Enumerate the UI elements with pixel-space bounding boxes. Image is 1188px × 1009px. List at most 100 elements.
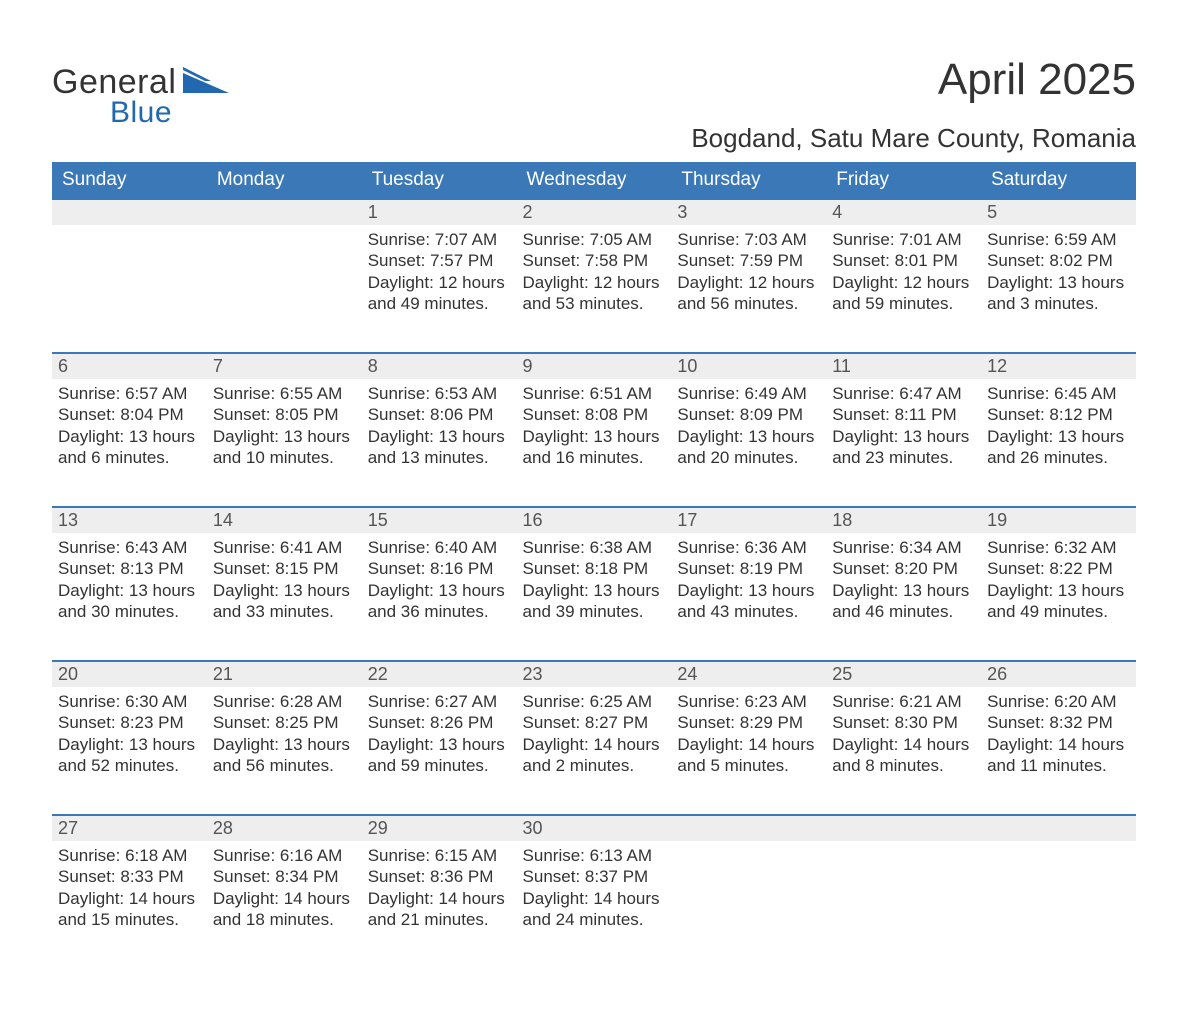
daylight-line-2: and 56 minutes. <box>213 755 356 776</box>
day-detail: Sunrise: 6:40 AMSunset: 8:16 PMDaylight:… <box>362 533 517 626</box>
day-detail: Sunrise: 6:23 AMSunset: 8:29 PMDaylight:… <box>671 687 826 780</box>
sunset-line: Sunset: 8:37 PM <box>523 866 666 887</box>
day-info-cell: Sunrise: 6:21 AMSunset: 8:30 PMDaylight:… <box>826 687 981 815</box>
day-number-cell: 25 <box>826 661 981 687</box>
daylight-line-1: Daylight: 13 hours <box>213 580 356 601</box>
day-number-cell: 22 <box>362 661 517 687</box>
day-detail: Sunrise: 6:25 AMSunset: 8:27 PMDaylight:… <box>517 687 672 780</box>
sunset-line: Sunset: 8:15 PM <box>213 558 356 579</box>
daylight-line-1: Daylight: 13 hours <box>58 734 201 755</box>
day-detail: Sunrise: 7:01 AMSunset: 8:01 PMDaylight:… <box>826 225 981 318</box>
sunset-line: Sunset: 8:33 PM <box>58 866 201 887</box>
sunset-line: Sunset: 8:36 PM <box>368 866 511 887</box>
sunset-line: Sunset: 8:09 PM <box>677 404 820 425</box>
day-detail: Sunrise: 6:30 AMSunset: 8:23 PMDaylight:… <box>52 687 207 780</box>
day-info-cell: Sunrise: 6:51 AMSunset: 8:08 PMDaylight:… <box>517 379 672 507</box>
daylight-line-1: Daylight: 14 hours <box>213 888 356 909</box>
day-info-cell: Sunrise: 7:05 AMSunset: 7:58 PMDaylight:… <box>517 225 672 353</box>
daylight-line-1: Daylight: 12 hours <box>368 272 511 293</box>
day-info-cell: Sunrise: 6:38 AMSunset: 8:18 PMDaylight:… <box>517 533 672 661</box>
day-detail: Sunrise: 6:49 AMSunset: 8:09 PMDaylight:… <box>671 379 826 472</box>
day-detail: Sunrise: 6:53 AMSunset: 8:06 PMDaylight:… <box>362 379 517 472</box>
daylight-line-2: and 52 minutes. <box>58 755 201 776</box>
sunrise-line: Sunrise: 7:01 AM <box>832 229 975 250</box>
day-detail: Sunrise: 6:18 AMSunset: 8:33 PMDaylight:… <box>52 841 207 934</box>
day-detail: Sunrise: 6:51 AMSunset: 8:08 PMDaylight:… <box>517 379 672 472</box>
day-info-row: Sunrise: 6:43 AMSunset: 8:13 PMDaylight:… <box>52 533 1136 661</box>
day-number-cell: 23 <box>517 661 672 687</box>
daylight-line-2: and 43 minutes. <box>677 601 820 622</box>
sunrise-line: Sunrise: 6:18 AM <box>58 845 201 866</box>
day-number-cell: 24 <box>671 661 826 687</box>
day-info-cell: Sunrise: 6:59 AMSunset: 8:02 PMDaylight:… <box>981 225 1136 353</box>
logo-flag-icon <box>183 67 229 98</box>
day-detail: Sunrise: 6:13 AMSunset: 8:37 PMDaylight:… <box>517 841 672 934</box>
daylight-line-1: Daylight: 13 hours <box>832 426 975 447</box>
sunset-line: Sunset: 8:13 PM <box>58 558 201 579</box>
daylight-line-1: Daylight: 13 hours <box>987 580 1130 601</box>
daylight-line-1: Daylight: 14 hours <box>677 734 820 755</box>
sunset-line: Sunset: 8:02 PM <box>987 250 1130 271</box>
location-subtitle: Bogdand, Satu Mare County, Romania <box>691 123 1136 154</box>
daylight-line-2: and 18 minutes. <box>213 909 356 930</box>
sunset-line: Sunset: 8:05 PM <box>213 404 356 425</box>
day-info-cell: Sunrise: 6:20 AMSunset: 8:32 PMDaylight:… <box>981 687 1136 815</box>
day-info-cell: Sunrise: 6:13 AMSunset: 8:37 PMDaylight:… <box>517 841 672 969</box>
day-number-cell: 28 <box>207 815 362 841</box>
day-number-cell: 4 <box>826 199 981 225</box>
sunrise-line: Sunrise: 6:30 AM <box>58 691 201 712</box>
daylight-line-2: and 20 minutes. <box>677 447 820 468</box>
sunrise-line: Sunrise: 6:20 AM <box>987 691 1130 712</box>
daylight-line-1: Daylight: 13 hours <box>832 580 975 601</box>
sunrise-line: Sunrise: 6:13 AM <box>523 845 666 866</box>
sunset-line: Sunset: 8:34 PM <box>213 866 356 887</box>
day-detail: Sunrise: 6:55 AMSunset: 8:05 PMDaylight:… <box>207 379 362 472</box>
day-detail: Sunrise: 6:59 AMSunset: 8:02 PMDaylight:… <box>981 225 1136 318</box>
day-info-cell: Sunrise: 7:01 AMSunset: 8:01 PMDaylight:… <box>826 225 981 353</box>
day-info-cell: Sunrise: 7:03 AMSunset: 7:59 PMDaylight:… <box>671 225 826 353</box>
day-number-cell: 14 <box>207 507 362 533</box>
day-number-cell: 17 <box>671 507 826 533</box>
daylight-line-2: and 2 minutes. <box>523 755 666 776</box>
weekday-header: Monday <box>207 162 362 199</box>
sunset-line: Sunset: 7:59 PM <box>677 250 820 271</box>
day-detail: Sunrise: 6:27 AMSunset: 8:26 PMDaylight:… <box>362 687 517 780</box>
day-info-cell: Sunrise: 6:55 AMSunset: 8:05 PMDaylight:… <box>207 379 362 507</box>
sunrise-line: Sunrise: 6:21 AM <box>832 691 975 712</box>
day-info-cell: Sunrise: 6:40 AMSunset: 8:16 PMDaylight:… <box>362 533 517 661</box>
sunrise-line: Sunrise: 6:25 AM <box>523 691 666 712</box>
daylight-line-2: and 21 minutes. <box>368 909 511 930</box>
sunrise-line: Sunrise: 6:27 AM <box>368 691 511 712</box>
sunrise-line: Sunrise: 6:15 AM <box>368 845 511 866</box>
daylight-line-1: Daylight: 13 hours <box>58 580 201 601</box>
day-detail: Sunrise: 6:21 AMSunset: 8:30 PMDaylight:… <box>826 687 981 780</box>
sunset-line: Sunset: 8:18 PM <box>523 558 666 579</box>
sunset-line: Sunset: 8:29 PM <box>677 712 820 733</box>
sunset-line: Sunset: 8:27 PM <box>523 712 666 733</box>
daylight-line-2: and 59 minutes. <box>368 755 511 776</box>
daylight-line-1: Daylight: 12 hours <box>677 272 820 293</box>
day-info-cell: Sunrise: 6:32 AMSunset: 8:22 PMDaylight:… <box>981 533 1136 661</box>
daylight-line-2: and 24 minutes. <box>523 909 666 930</box>
day-number-cell: 5 <box>981 199 1136 225</box>
daylight-line-1: Daylight: 13 hours <box>58 426 201 447</box>
sunset-line: Sunset: 8:22 PM <box>987 558 1130 579</box>
title-block: April 2025 Bogdand, Satu Mare County, Ro… <box>691 55 1136 154</box>
sunrise-line: Sunrise: 6:38 AM <box>523 537 666 558</box>
sunset-line: Sunset: 8:04 PM <box>58 404 201 425</box>
day-number-cell: 29 <box>362 815 517 841</box>
daylight-line-1: Daylight: 14 hours <box>523 734 666 755</box>
day-detail: Sunrise: 6:38 AMSunset: 8:18 PMDaylight:… <box>517 533 672 626</box>
sunrise-line: Sunrise: 6:47 AM <box>832 383 975 404</box>
sunrise-line: Sunrise: 6:34 AM <box>832 537 975 558</box>
day-info-cell: Sunrise: 6:41 AMSunset: 8:15 PMDaylight:… <box>207 533 362 661</box>
day-number-cell: 26 <box>981 661 1136 687</box>
day-detail: Sunrise: 7:03 AMSunset: 7:59 PMDaylight:… <box>671 225 826 318</box>
day-number-cell: 2 <box>517 199 672 225</box>
daylight-line-2: and 13 minutes. <box>368 447 511 468</box>
daylight-line-2: and 6 minutes. <box>58 447 201 468</box>
daylight-line-2: and 56 minutes. <box>677 293 820 314</box>
daylight-line-1: Daylight: 13 hours <box>213 426 356 447</box>
sunrise-line: Sunrise: 6:23 AM <box>677 691 820 712</box>
day-number-cell: 12 <box>981 353 1136 379</box>
